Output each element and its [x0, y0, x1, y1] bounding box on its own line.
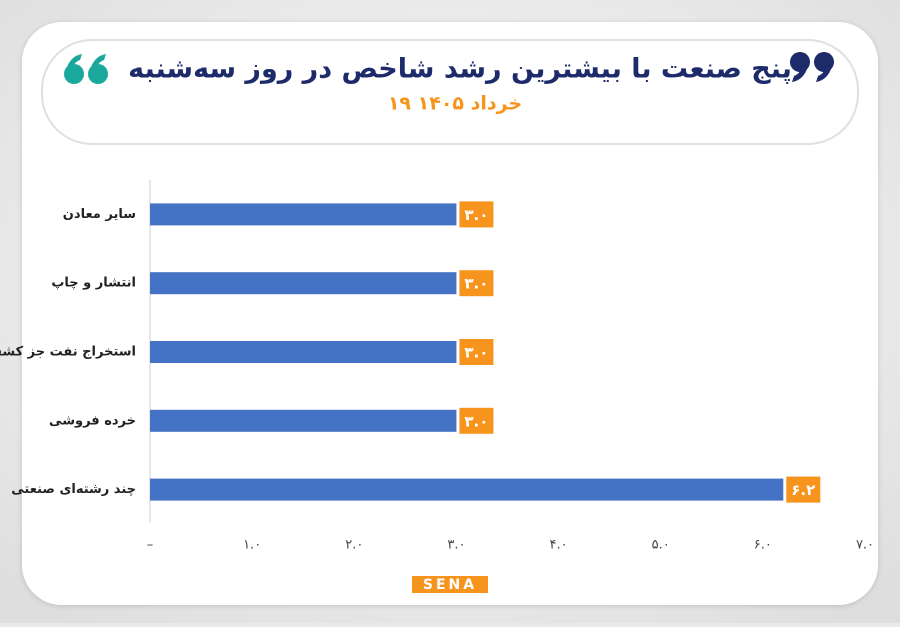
bar	[150, 409, 457, 432]
card	[22, 22, 878, 605]
y-tick-label: خرده فروشی	[49, 413, 136, 428]
value-label: ۳.۰	[464, 412, 488, 430]
logo-box	[412, 576, 488, 593]
x-tick-label: ۶.۰	[754, 538, 772, 553]
title-pill	[41, 39, 859, 145]
bar	[150, 478, 784, 501]
quote-open	[64, 54, 108, 84]
bar	[150, 341, 457, 363]
logo: SENA	[423, 577, 477, 593]
chart-subtitle: ۱۹ خرداد ۱۴۰۵	[388, 93, 522, 115]
value-label-box	[459, 407, 494, 434]
chart-title: پنج صنعت با بیشترین رشد شاخص در روز سه‌ش…	[128, 54, 792, 85]
value-label: ۳.۰	[464, 206, 488, 224]
x-tick-label: ۲.۰	[345, 538, 363, 553]
x-tick-label: ۵.۰	[652, 538, 670, 553]
value-label-box	[459, 201, 494, 228]
y-tick-label: سایر معادن	[63, 207, 136, 222]
x-tick-label: ۱.۰	[243, 538, 261, 553]
value-label-box	[786, 476, 821, 503]
y-tick-label: انتشار و چاپ	[51, 276, 136, 291]
x-tick-label: ۷.۰	[856, 538, 874, 553]
value-label: ۳.۰	[464, 344, 488, 362]
value-label: ۳.۰	[464, 275, 488, 293]
value-label-box	[459, 270, 494, 297]
bar	[150, 272, 457, 295]
y-tick-label: استخراج نفت جز کشف	[0, 345, 136, 360]
value-label: ۶.۲	[791, 481, 815, 499]
x-tick-label: ۴.۰	[550, 538, 568, 553]
quote-close	[790, 52, 834, 82]
x-tick-label: –	[147, 538, 154, 553]
y-tick-label: چند رشته‌ای صنعتی	[11, 482, 136, 497]
value-label-box	[459, 339, 494, 365]
x-tick-label: ۳.۰	[447, 538, 465, 553]
bar	[150, 203, 457, 226]
